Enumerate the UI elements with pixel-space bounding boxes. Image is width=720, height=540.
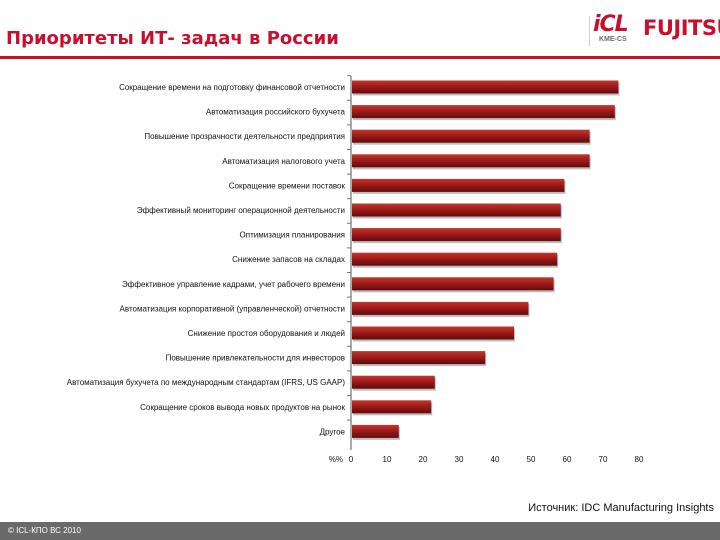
icl-logo-text: iCL (593, 12, 629, 37)
x-tick-label: 50 (527, 455, 536, 464)
bar (352, 424, 399, 438)
bar (352, 252, 558, 266)
fujitsu-logo: FUJITSU (643, 16, 720, 40)
category-label: Снижение простоя оборудования и людей (188, 329, 345, 338)
title-divider (0, 56, 720, 59)
bar (352, 277, 554, 291)
x-tick-label: 20 (419, 455, 428, 464)
category-label: Оптимизация планирования (240, 231, 345, 240)
category-label: Сокращение времени на подготовку финансо… (119, 83, 345, 92)
icl-logo-subtext: KME-CS (599, 36, 627, 43)
category-label: Автоматизация корпоративной (управленчес… (120, 304, 345, 313)
logo-divider (589, 16, 590, 46)
bar (352, 129, 590, 143)
x-tick-label: 40 (491, 455, 500, 464)
x-tick-label: 60 (563, 455, 572, 464)
category-label: Повышение прозрачности деятельности пред… (144, 132, 345, 141)
category-label: Эффективное управление кадрами, учет раб… (122, 280, 345, 289)
bar (352, 301, 529, 315)
bar (352, 228, 561, 242)
category-label: Эффективный мониторинг операционной деят… (137, 206, 345, 215)
icl-logo: iCL KME-CS (593, 14, 641, 50)
category-label: Сокращение сроков вывода новых продуктов… (140, 403, 345, 412)
source-note: Источник: IDC Manufacturing Insights (528, 502, 714, 514)
x-tick-label: 80 (635, 455, 644, 464)
bar (352, 105, 615, 119)
category-label: Автоматизация российского бухучета (206, 108, 346, 117)
x-tick-label: 0 (349, 455, 354, 464)
x-tick-label: 30 (455, 455, 464, 464)
page-title: Приоритеты ИТ- задач в России (6, 28, 339, 49)
category-label: Сокращение времени поставок (229, 181, 346, 190)
copyright-text: © ICL-КПО ВС 2010 (8, 526, 81, 535)
category-label: Автоматизация бухучета по международным … (67, 378, 346, 387)
footer-bar: © ICL-КПО ВС 2010 (0, 522, 720, 540)
bar (352, 400, 432, 414)
x-tick-label: 10 (383, 455, 392, 464)
category-label: Другое (320, 427, 346, 436)
bar (352, 375, 435, 389)
bar (352, 154, 590, 168)
x-unit-label: %% (329, 455, 343, 464)
category-label: Автоматизация налогового учета (222, 157, 345, 166)
bar (352, 351, 486, 365)
bar (352, 326, 514, 340)
bar (352, 203, 561, 217)
x-tick-label: 70 (599, 455, 608, 464)
category-label: Снижение запасов на складах (232, 255, 345, 264)
category-label: Повышение привлекательности для инвестор… (166, 354, 345, 363)
bar (352, 80, 619, 94)
bar (352, 178, 565, 192)
